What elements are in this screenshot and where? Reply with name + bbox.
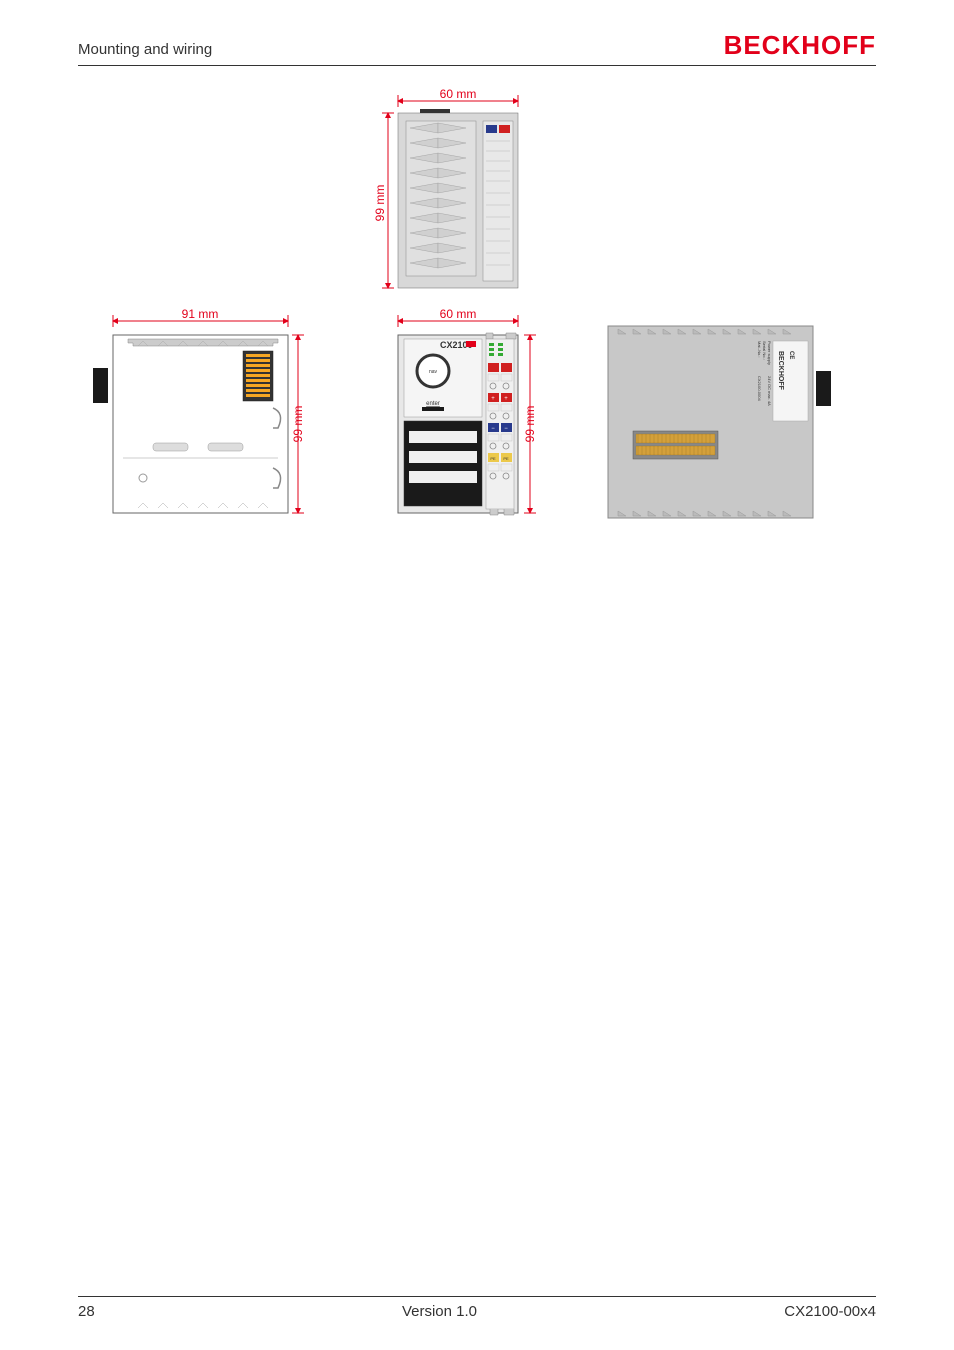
ce-label: CE	[788, 351, 794, 359]
voltage-label: 24V DC max. 4A	[767, 376, 772, 406]
nav-label: nav	[429, 369, 438, 375]
header-brand-logo: BECKHOFF	[724, 30, 876, 61]
variant-label: CX2100-0004	[757, 376, 762, 401]
side-brand-label: BECKHOFF	[777, 351, 784, 391]
svg-text:+: +	[491, 396, 495, 402]
pe-label-2: PE	[503, 456, 509, 461]
serial-label: Serial No.:	[762, 341, 767, 360]
footer-page-number: 28	[78, 1303, 95, 1320]
footer-version: Version 1.0	[402, 1303, 477, 1320]
power-label: Power supply	[767, 341, 772, 365]
svg-text:+: +	[504, 396, 508, 402]
svg-text:−: −	[504, 426, 508, 432]
footer-doc-id: CX2100-00x4	[784, 1303, 876, 1320]
technical-drawing: 60 mm 99 mm	[78, 88, 876, 528]
dim-front-width: 60 mm	[440, 307, 477, 321]
dim-top-width: 60 mm	[440, 88, 477, 101]
header-section-title: Mounting and wiring	[78, 41, 212, 58]
dim-top-height: 99 mm	[373, 185, 387, 222]
matno-label: Mat.-No.:	[757, 341, 762, 357]
dim-left-height: 99 mm	[291, 406, 305, 443]
svg-text:−: −	[491, 426, 495, 432]
dim-front-height: 99 mm	[523, 406, 537, 443]
enter-label: enter	[426, 401, 440, 407]
pe-label-1: PE	[490, 456, 496, 461]
dim-left-width: 91 mm	[182, 307, 219, 321]
